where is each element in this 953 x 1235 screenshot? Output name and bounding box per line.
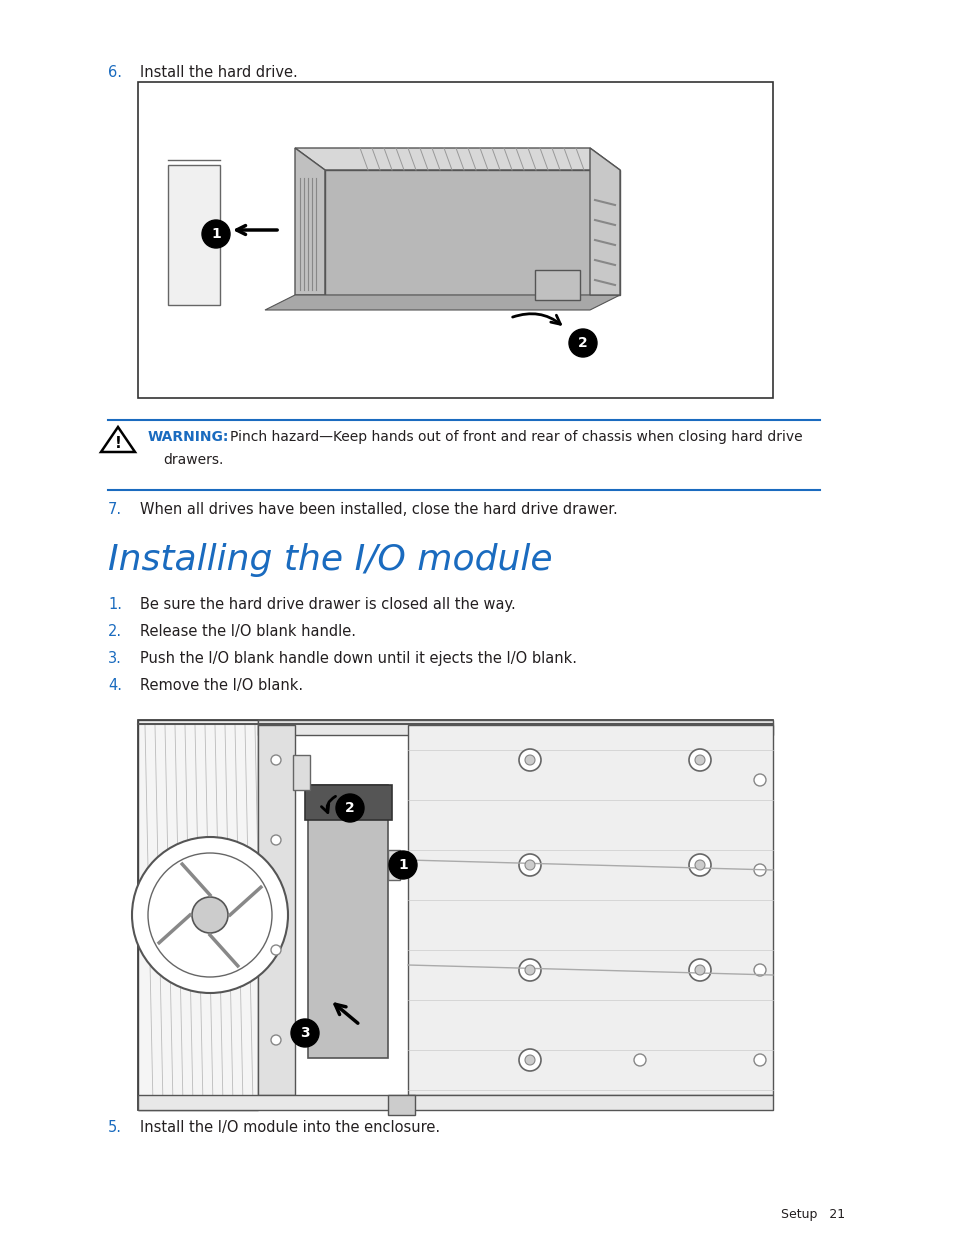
Polygon shape <box>265 295 619 310</box>
Circle shape <box>568 329 597 357</box>
Text: When all drives have been installed, close the hard drive drawer.: When all drives have been installed, clo… <box>140 501 618 517</box>
Polygon shape <box>293 755 310 790</box>
Circle shape <box>518 748 540 771</box>
Circle shape <box>271 945 281 955</box>
Circle shape <box>518 960 540 981</box>
Circle shape <box>291 1019 318 1047</box>
Circle shape <box>148 853 272 977</box>
Polygon shape <box>408 725 772 1095</box>
Text: 5.: 5. <box>108 1120 122 1135</box>
Polygon shape <box>257 720 772 735</box>
Circle shape <box>524 1055 535 1065</box>
Circle shape <box>271 755 281 764</box>
Text: 3.: 3. <box>108 651 122 666</box>
Text: 1: 1 <box>397 858 408 872</box>
Circle shape <box>192 897 228 932</box>
Circle shape <box>132 837 288 993</box>
Text: Install the hard drive.: Install the hard drive. <box>140 65 297 80</box>
Text: 6.: 6. <box>108 65 122 80</box>
Text: 2.: 2. <box>108 624 122 638</box>
Circle shape <box>518 853 540 876</box>
Bar <box>138 82 772 398</box>
Text: Release the I/O blank handle.: Release the I/O blank handle. <box>140 624 355 638</box>
Circle shape <box>389 851 416 879</box>
Circle shape <box>524 965 535 974</box>
Polygon shape <box>535 270 579 300</box>
Circle shape <box>634 1053 645 1066</box>
Circle shape <box>695 860 704 869</box>
Polygon shape <box>294 148 619 170</box>
Polygon shape <box>305 785 392 820</box>
Text: 1.: 1. <box>108 597 122 613</box>
Text: 1: 1 <box>211 227 221 241</box>
Text: 7.: 7. <box>108 501 122 517</box>
Polygon shape <box>325 170 619 295</box>
Text: 3: 3 <box>300 1026 310 1040</box>
Circle shape <box>688 853 710 876</box>
Polygon shape <box>168 165 220 305</box>
Text: Install the I/O module into the enclosure.: Install the I/O module into the enclosur… <box>140 1120 439 1135</box>
Text: drawers.: drawers. <box>163 453 223 467</box>
Polygon shape <box>388 1095 415 1115</box>
Text: Remove the I/O blank.: Remove the I/O blank. <box>140 678 303 693</box>
Text: Be sure the hard drive drawer is closed all the way.: Be sure the hard drive drawer is closed … <box>140 597 516 613</box>
Polygon shape <box>589 148 619 295</box>
Bar <box>138 720 772 1110</box>
Circle shape <box>753 1053 765 1066</box>
Circle shape <box>753 774 765 785</box>
Text: Installing the I/O module: Installing the I/O module <box>108 543 552 577</box>
Polygon shape <box>257 725 294 1095</box>
Text: Pinch hazard—Keep hands out of front and rear of chassis when closing hard drive: Pinch hazard—Keep hands out of front and… <box>230 430 801 445</box>
Circle shape <box>335 794 364 823</box>
Polygon shape <box>101 427 135 452</box>
Circle shape <box>695 965 704 974</box>
Text: 4.: 4. <box>108 678 122 693</box>
Text: 2: 2 <box>345 802 355 815</box>
Circle shape <box>695 755 704 764</box>
Circle shape <box>271 835 281 845</box>
Text: Setup   21: Setup 21 <box>781 1208 844 1221</box>
Circle shape <box>518 1049 540 1071</box>
Polygon shape <box>138 1095 772 1110</box>
Circle shape <box>524 755 535 764</box>
Circle shape <box>524 860 535 869</box>
Text: 2: 2 <box>578 336 587 350</box>
Circle shape <box>688 960 710 981</box>
Circle shape <box>753 965 765 976</box>
Polygon shape <box>138 720 257 1110</box>
Text: !: ! <box>114 436 121 451</box>
Circle shape <box>753 864 765 876</box>
Polygon shape <box>308 785 388 1058</box>
Circle shape <box>271 1035 281 1045</box>
Circle shape <box>202 220 230 248</box>
Polygon shape <box>294 148 325 295</box>
Text: WARNING:: WARNING: <box>148 430 229 445</box>
Circle shape <box>688 748 710 771</box>
Polygon shape <box>388 850 399 881</box>
Text: Push the I/O blank handle down until it ejects the I/O blank.: Push the I/O blank handle down until it … <box>140 651 577 666</box>
